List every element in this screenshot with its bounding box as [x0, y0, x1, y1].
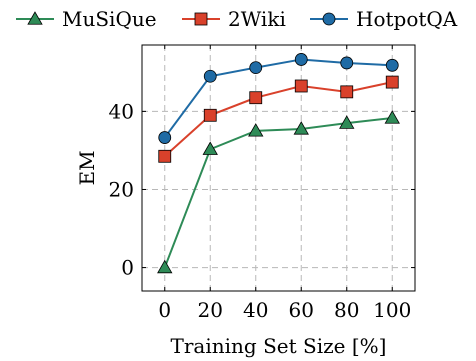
data-point-musique: [384, 110, 400, 124]
x-tick-label: 100: [373, 298, 411, 322]
y-tick-label: 0: [121, 256, 134, 280]
plot-frame: [141, 44, 416, 292]
data-point-2wiki: [203, 108, 217, 122]
data-point-2wiki: [340, 85, 354, 99]
data-point-2wiki: [249, 91, 263, 105]
x-tick-label: 80: [334, 298, 359, 322]
data-point-hotpotqa: [385, 58, 399, 72]
legend-item-2wiki: 2Wiki: [182, 7, 286, 31]
legend: MuSiQue 2Wiki HotpotQA: [16, 7, 458, 31]
data-point-hotpotqa: [294, 53, 308, 66]
series-musique: [157, 110, 400, 274]
legend-item-musique: MuSiQue: [16, 7, 157, 31]
y-axis-label: EM: [75, 150, 99, 185]
axis-ticks: 0 20 40 60 80 100 0 20 40: [109, 45, 415, 322]
x-tick-label: 60: [289, 298, 314, 322]
data-point-hotpotqa: [203, 69, 217, 83]
series-layer: [157, 53, 400, 274]
data-point-2wiki: [158, 149, 172, 163]
legend-swatch-marker: [27, 11, 43, 25]
series-line-hotpotqa: [163, 58, 393, 139]
series-line-musique: [163, 117, 393, 268]
data-point-2wiki: [294, 79, 308, 93]
series-hotpotqa: [158, 53, 399, 144]
data-point-musique: [293, 121, 309, 135]
legend-swatch-marker: [194, 12, 208, 26]
data-point-musique: [339, 115, 355, 129]
data-point-musique: [248, 123, 264, 137]
data-point-hotpotqa: [340, 56, 354, 70]
series-2wiki: [158, 75, 399, 163]
series-line-2wiki: [164, 81, 393, 158]
y-tick-label: 40: [109, 99, 134, 123]
data-point-hotpotqa: [158, 131, 172, 144]
x-axis-label: Training Set Size [%]: [171, 334, 387, 358]
data-point-2wiki: [385, 75, 399, 89]
x-tick-label: 20: [198, 298, 223, 322]
y-tick-label: 20: [109, 177, 134, 201]
legend-label: HotpotQA: [356, 7, 458, 31]
legend-label: MuSiQue: [62, 7, 157, 31]
x-tick-label: 0: [158, 298, 171, 322]
data-point-musique: [202, 141, 218, 155]
legend-item-hotpotqa: HotpotQA: [310, 7, 458, 31]
grid-lines: [142, 45, 415, 291]
legend-swatch-marker: [322, 12, 336, 26]
data-point-musique: [157, 259, 173, 274]
x-tick-label: 40: [243, 298, 268, 322]
legend-label: 2Wiki: [228, 7, 286, 31]
data-point-hotpotqa: [249, 61, 263, 75]
